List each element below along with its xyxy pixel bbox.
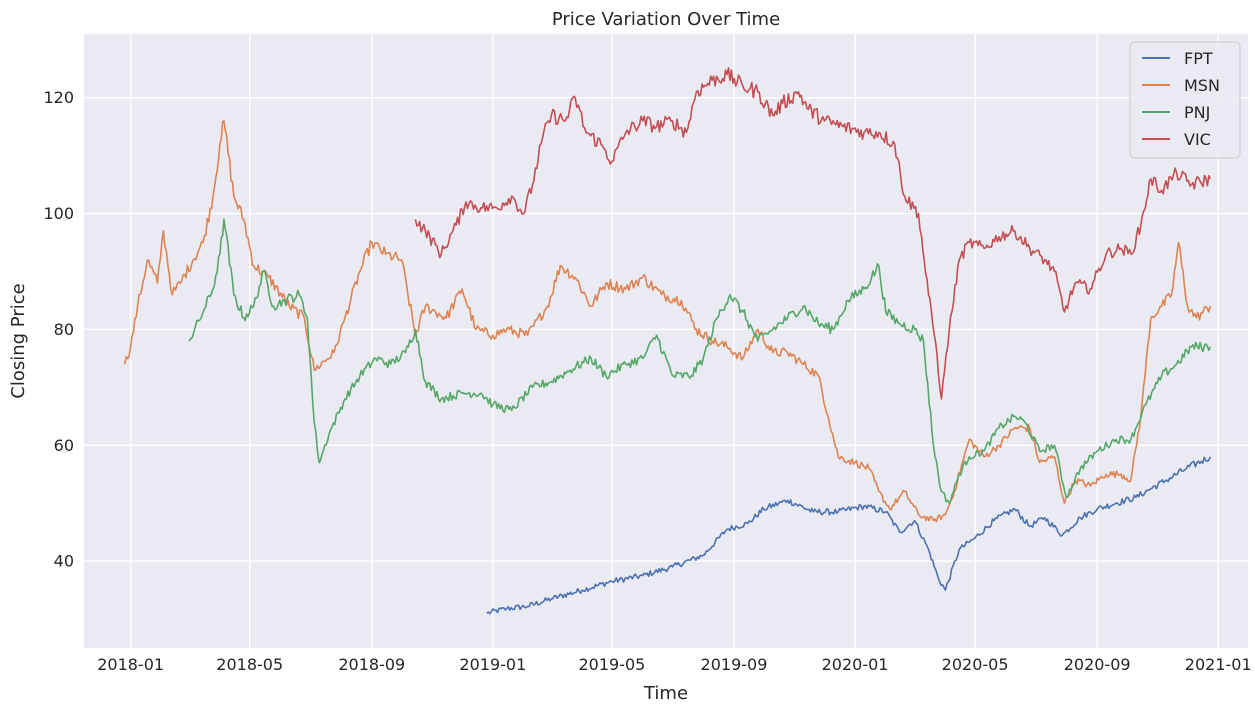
x-tick-label: 2020-05 [942, 655, 1009, 674]
x-tick-label: 2021-01 [1185, 655, 1252, 674]
x-tick-label: 2019-01 [459, 655, 526, 674]
chart-title: Price Variation Over Time [552, 9, 780, 30]
legend-label-vic: VIC [1184, 130, 1211, 149]
y-tick-label: 80 [54, 320, 74, 339]
series-line-msn [123, 120, 1212, 523]
y-tick-labels: 40 60 80 100 120 [43, 88, 74, 570]
legend-label-pnj: PNJ [1184, 103, 1210, 122]
series-line-vic [414, 67, 1212, 400]
y-tick-label: 120 [43, 88, 74, 107]
x-tick-label: 2019-05 [578, 655, 645, 674]
legend-label-msn: MSN [1184, 76, 1220, 95]
x-tick-label: 2020-01 [822, 655, 889, 674]
x-axis-label: Time [643, 683, 688, 704]
legend-label-fpt: FPT [1184, 49, 1213, 68]
grid-lines [84, 34, 1248, 648]
x-tick-label: 2018-05 [216, 655, 283, 674]
y-tick-label: 60 [54, 436, 74, 455]
y-tick-label: 100 [43, 204, 74, 223]
series-line-pnj [188, 218, 1212, 504]
legend: FPT MSN PNJ VIC [1129, 41, 1241, 159]
x-tick-label: 2019-09 [701, 655, 768, 674]
x-tick-label: 2018-01 [97, 655, 164, 674]
x-tick-label: 2018-09 [338, 655, 405, 674]
series-lines [123, 67, 1212, 615]
y-axis-label: Closing Price [8, 283, 29, 398]
series-line-fpt [486, 456, 1212, 615]
x-tick-labels: 2018-01 2018-05 2018-09 2019-01 2019-05 2019-… [97, 655, 1251, 674]
y-tick-label: 40 [54, 552, 74, 571]
x-tick-label: 2020-09 [1064, 655, 1131, 674]
legend-box [1129, 41, 1241, 159]
plot-background [84, 34, 1248, 648]
